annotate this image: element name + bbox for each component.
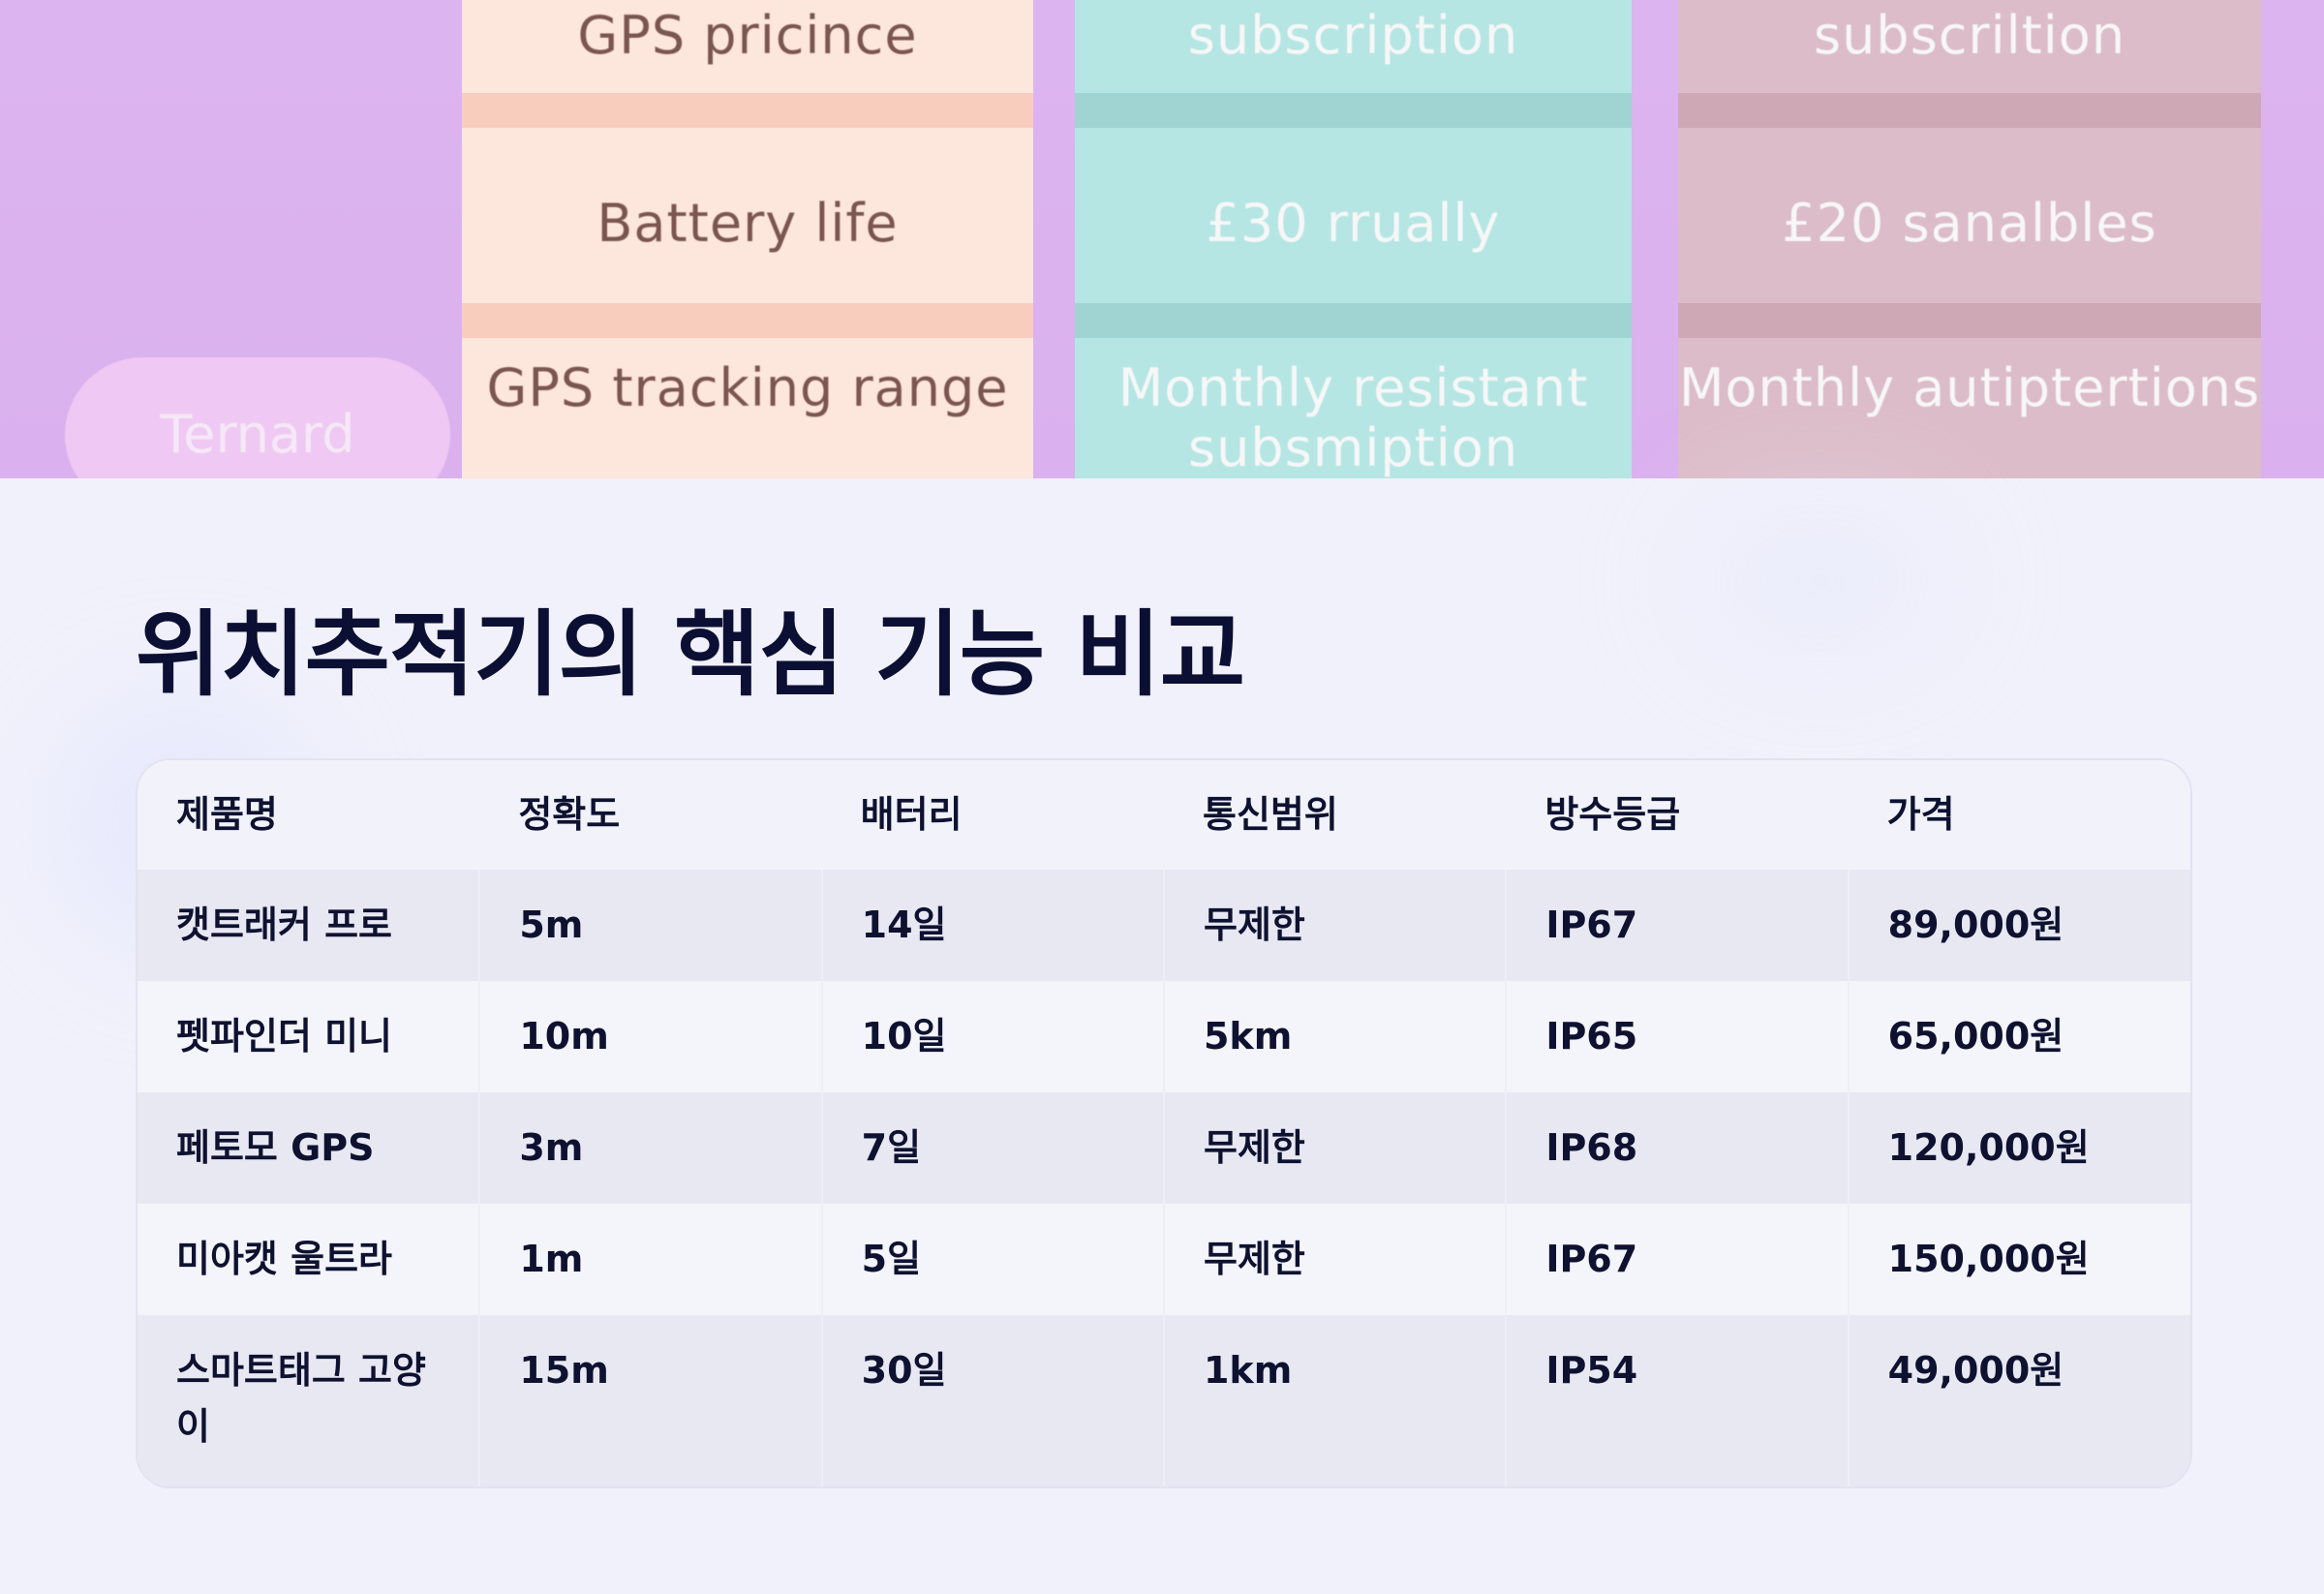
table-row: 펫파인더 미니 10m 10일 5km IP65 65,000원: [138, 981, 2190, 1092]
table-cell: 10일: [821, 981, 1165, 1092]
table-row: 미아캣 울트라 1m 5일 무제한 IP67 150,000원: [138, 1204, 2190, 1315]
table-cell: 캣트래커 프로: [138, 870, 481, 981]
table-cell: 150,000원: [1848, 1204, 2190, 1315]
table-cell: 1m: [479, 1204, 823, 1315]
table-cell: 5일: [821, 1204, 1165, 1315]
table-header-row: 제품명 정확도 배터리 통신범위 방수등급 가격: [138, 760, 2190, 870]
table-cell: 페토모 GPS: [138, 1092, 481, 1204]
column-header-waterproof: 방수등급: [1506, 760, 1849, 870]
table-cell: IP54: [1506, 1315, 1850, 1487]
table-cell: 펫파인더 미니: [138, 981, 481, 1092]
hero-image: GPS pricince Battery life GPS tracking r…: [0, 0, 2324, 478]
hero-column-feature: GPS pricince Battery life GPS tracking r…: [462, 0, 1033, 478]
table-cell: 무제한: [1163, 870, 1508, 981]
table-row: 캣트래커 프로 5m 14일 무제한 IP67 89,000원: [138, 870, 2190, 981]
table-cell: IP65: [1506, 981, 1850, 1092]
table-cell: 10m: [479, 981, 823, 1092]
hero-cell: subscription: [1187, 5, 1519, 66]
table-cell: IP67: [1506, 1204, 1850, 1315]
table-row: 스마트태그 고양이 15m 30일 1km IP54 49,000원: [138, 1315, 2190, 1487]
column-header-product: 제품명: [138, 760, 480, 870]
table-cell: 49,000원: [1848, 1315, 2190, 1487]
table-cell: 스마트태그 고양이: [138, 1315, 481, 1487]
table-cell: IP67: [1506, 870, 1850, 981]
hero-cell: GPS tracking range: [486, 357, 1009, 418]
table-cell: 14일: [821, 870, 1165, 981]
table-cell: 미아캣 울트라: [138, 1204, 481, 1315]
table-cell: 3m: [479, 1092, 823, 1204]
table-cell: 1km: [1163, 1315, 1508, 1487]
table-cell: 무제한: [1163, 1092, 1508, 1204]
table-cell: 89,000원: [1848, 870, 2190, 981]
table-cell: 15m: [479, 1315, 823, 1487]
hero-cell: £20 sanalbles: [1782, 193, 2157, 254]
table-cell: 120,000원: [1848, 1092, 2190, 1204]
hero-pill: Ternard: [65, 357, 450, 478]
column-header-battery: 배터리: [821, 760, 1164, 870]
background-glow: [1695, 504, 1946, 659]
table-cell: 5km: [1163, 981, 1508, 1092]
table-cell: 무제한: [1163, 1204, 1508, 1315]
hero-cell: Monthly autiptertions: [1678, 357, 2261, 418]
table-cell: 7일: [821, 1092, 1165, 1204]
hero-cell: GPS pricince: [577, 5, 918, 66]
hero-cell: Battery life: [596, 193, 899, 254]
comparison-table: 제품명 정확도 배터리 통신범위 방수등급 가격 캣트래커 프로 5m 14일 …: [136, 758, 2192, 1488]
column-header-accuracy: 정확도: [479, 760, 822, 870]
hero-column-plan-b: subscriltion £20 sanalbles Monthly autip…: [1678, 0, 2261, 478]
column-header-range: 통신범위: [1163, 760, 1507, 870]
column-header-price: 가격: [1848, 760, 2190, 870]
table-cell: 5m: [479, 870, 823, 981]
hero-column-plan-a: subscription £30 rrually Monthly resista…: [1075, 0, 1632, 478]
hero-cell: subscriltion: [1813, 5, 2126, 66]
table-row: 페토모 GPS 3m 7일 무제한 IP68 120,000원: [138, 1092, 2190, 1204]
table-cell: IP68: [1506, 1092, 1850, 1204]
page-title: 위치추적기의 핵심 기능 비교: [136, 600, 1245, 709]
table-cell: 65,000원: [1848, 981, 2190, 1092]
hero-cell: Monthly resistant subsmiption: [1117, 357, 1589, 478]
table-cell: 30일: [821, 1315, 1165, 1487]
hero-cell: £30 rrually: [1206, 193, 1501, 254]
